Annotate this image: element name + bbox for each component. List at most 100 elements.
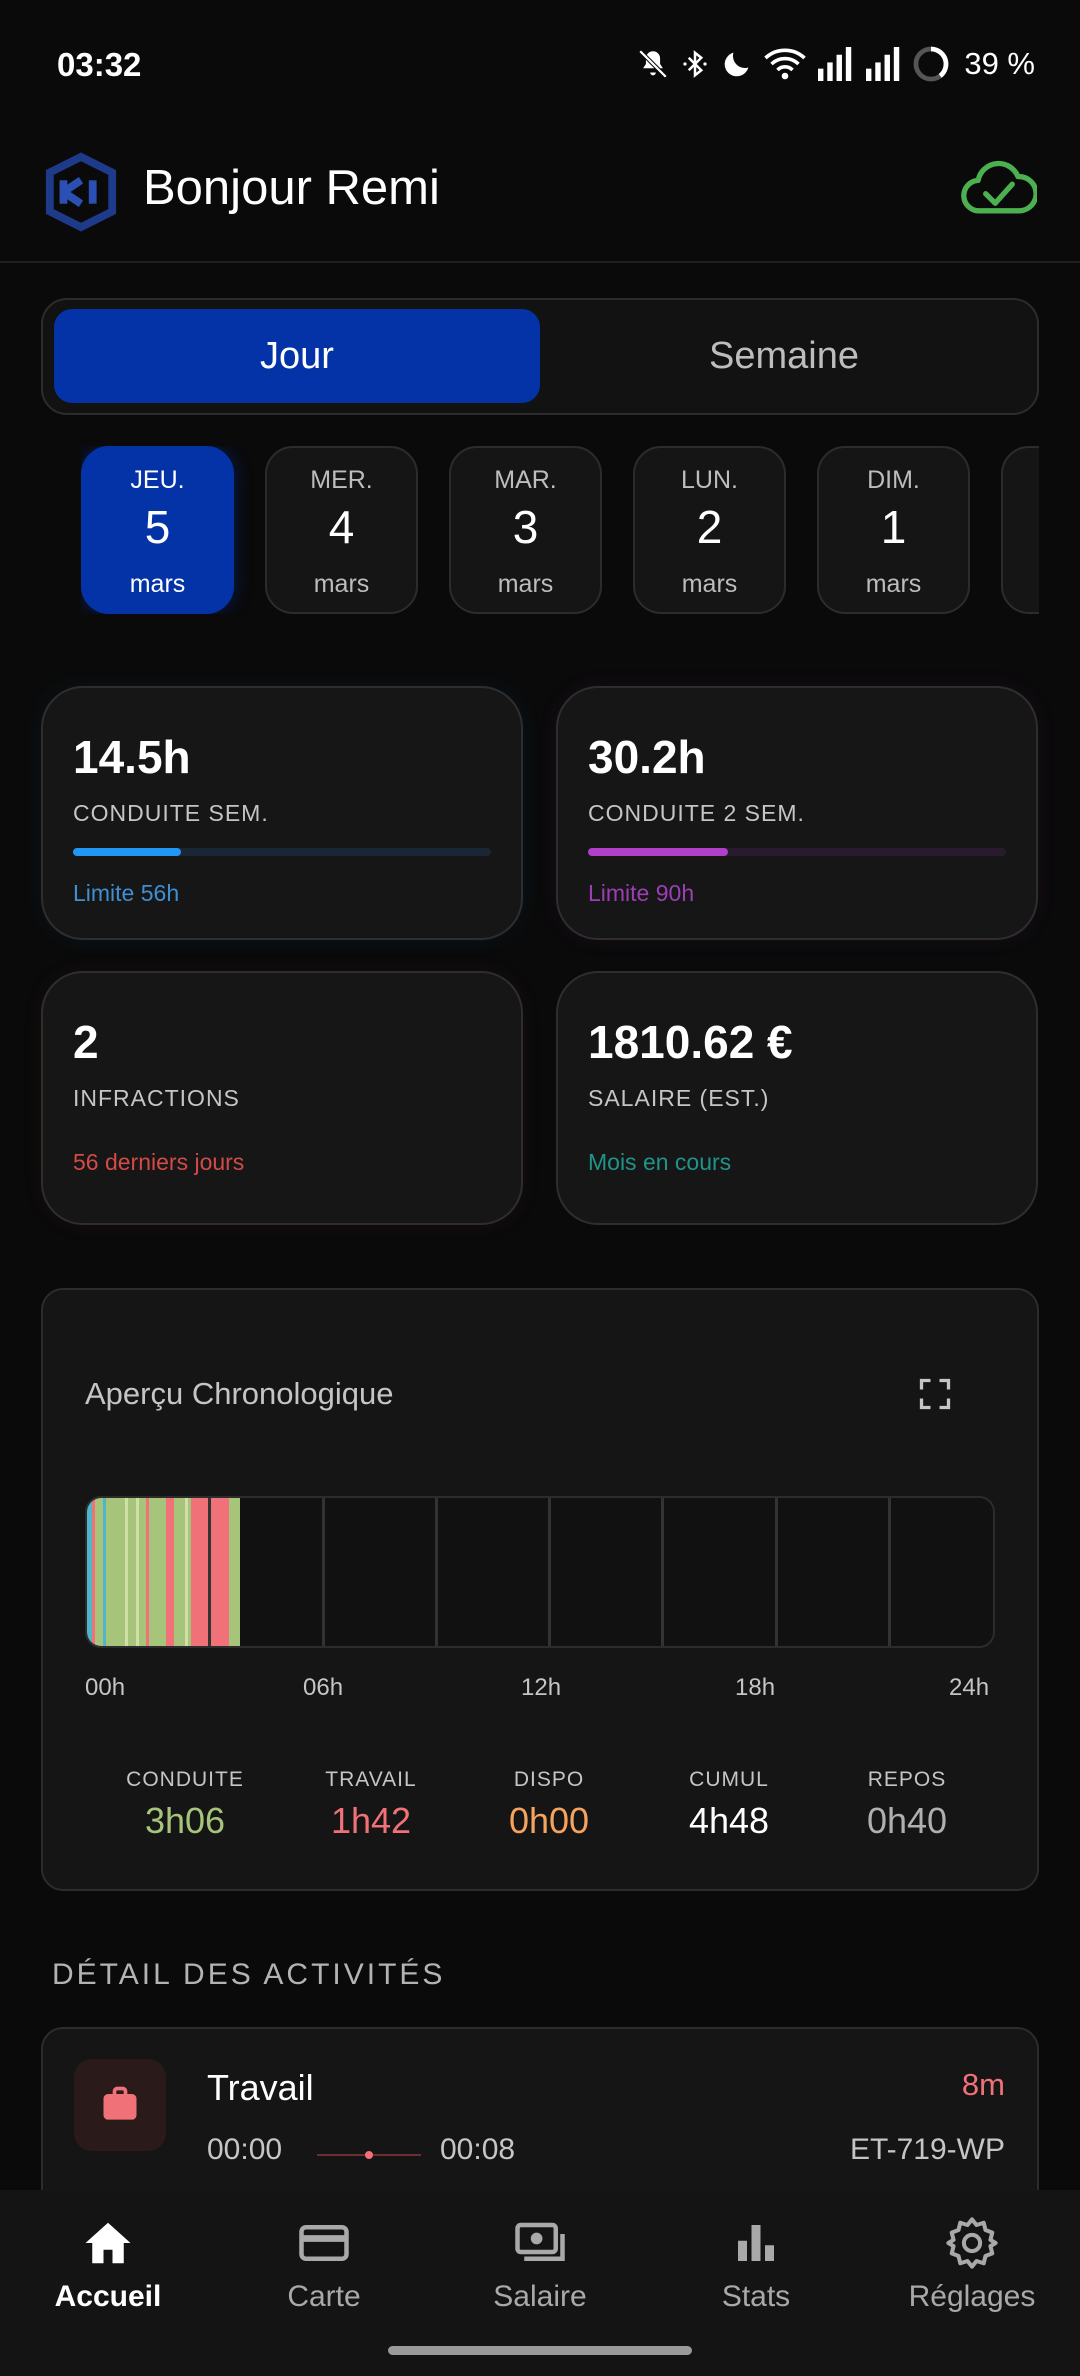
date-chip-day: 5 [144,501,171,553]
chrono-overview: Aperçu Chronologique 00h 06h 12h 18h 24h… [41,1288,1039,1891]
timeline-divider [434,1498,438,1646]
card-icon [299,2225,349,2261]
tab-semaine[interactable]: Semaine [709,334,859,377]
infractions-label: INFRACTIONS [73,1085,240,1111]
salary-period: Mois en cours [588,1149,732,1175]
timeline-segment-stripe [136,1498,140,1646]
timeline-segment-travail [91,1498,96,1646]
timeline-divider [548,1498,551,1646]
total-cumul: CUMUL 4h48 [649,1768,809,1842]
card-weekly-driving[interactable]: 14.5h CONDUITE SEM. Limite 56h [41,686,523,940]
date-chip[interactable]: MER. 4 mars [265,446,418,614]
date-chip[interactable]: LUN. 2 mars [633,446,786,614]
silent-bell-icon [639,49,668,79]
hour-label: 24h [949,1674,990,1701]
total-value: 0h00 [508,1800,590,1841]
total-value: 4h48 [688,1800,770,1841]
tab-jour[interactable]: Jour [54,309,540,403]
date-chip-dow: DIM. [867,466,920,494]
chrono-totals: CONDUITE 3h06 TRAVAIL 1h42 DISPO 0h00 CU… [85,1768,995,1858]
total-value: 0h40 [866,1800,948,1841]
timeline-segment-repos [87,1498,92,1646]
activity-duration: 8m [961,2067,1005,2102]
nav-accueil[interactable]: Accueil [0,2216,216,2314]
infractions-value: 2 [73,1016,99,1068]
date-chip-day: 3 [512,501,539,553]
date-chip-month: mars [313,570,370,598]
total-label: REPOS [867,1768,947,1791]
view-toggle: Jour Semaine [41,298,1039,415]
date-chip[interactable]: JEU. 5 mars [81,446,234,614]
timeline-segment-conduite [173,1498,191,1646]
nav-label: Carte [287,2280,361,2313]
briefcase-icon [103,2086,137,2120]
total-value: 1h42 [330,1800,412,1841]
activity-end: 00:08 [440,2133,516,2166]
biweekly-driving-value: 30.2h [588,731,706,783]
app-header: Bonjour Remi [0,130,1080,263]
money-icon [515,2222,565,2261]
timeline-divider [321,1498,325,1646]
total-value: 3h06 [144,1800,226,1841]
date-chip-day: 4 [328,501,355,553]
biweekly-driving-progress-fill [588,848,729,856]
bar-chart-icon [738,2225,774,2261]
nav-reglages[interactable]: Réglages [864,2216,1080,2314]
timeline-divider [661,1498,665,1646]
hour-label: 18h [735,1674,776,1701]
date-chip-month: mars [681,570,738,598]
card-salary[interactable]: 1810.62 € SALAIRE (EST.) Mois en cours [556,971,1038,1225]
activities-section-title: DÉTAIL DES ACTIVITÉS [52,1958,446,1991]
cloud-check-icon[interactable] [961,160,1037,216]
date-chip[interactable]: MAR. 3 mars [449,446,602,614]
date-chip-month: mars [497,570,554,598]
nav-salaire[interactable]: Salaire [432,2216,648,2314]
date-chip-month: mars [129,570,186,598]
timeline-segment-stripe [185,1498,189,1646]
card-infractions[interactable]: 2 INFRACTIONS 56 derniers jours [41,971,523,1225]
nav-label: Accueil [54,2280,162,2313]
moon-icon [725,52,749,77]
nav-carte[interactable]: Carte [216,2216,432,2314]
timeline-segment-conduite [160,1498,167,1646]
status-icons: 39 % [636,42,1035,86]
day-timeline[interactable] [85,1496,995,1648]
total-label: CONDUITE [126,1768,244,1791]
date-chip-dow: LUN. [681,466,738,494]
signal-icon [866,47,900,81]
date-chip-day: 2 [696,501,723,553]
date-chip-dow: JEU. [130,466,185,494]
date-chip-partial[interactable] [1001,446,1039,614]
weekly-driving-label: CONDUITE SEM. [73,800,269,826]
timeline-divider [208,1498,212,1646]
card-biweekly-driving[interactable]: 30.2h CONDUITE 2 SEM. Limite 90h [556,686,1038,940]
nav-stats[interactable]: Stats [648,2216,864,2314]
total-travail: TRAVAIL 1h42 [291,1768,451,1842]
status-time: 03:32 [57,46,142,83]
total-dispo: DISPO 0h00 [469,1768,629,1842]
timeline-divider [887,1498,891,1646]
date-chip-day: 1 [880,501,907,553]
bottom-navigation: Accueil Carte Salaire Stats Réglages [0,2190,1080,2376]
date-chip-dow: MAR. [494,466,557,494]
chrono-title: Aperçu Chronologique [85,1376,394,1411]
timeline-segment-conduite [228,1498,240,1646]
greeting-title: Bonjour Remi [143,161,440,215]
timeline-segment-travail [166,1498,174,1646]
app-logo [45,152,117,232]
date-selector: JEU. 5 mars MER. 4 mars MAR. 3 mars LUN.… [81,446,1039,614]
total-repos: REPOS 0h40 [827,1768,987,1842]
date-chip[interactable]: DIM. 1 mars [817,446,970,614]
home-indicator[interactable] [388,2346,692,2355]
wifi-icon [764,48,807,80]
nav-label: Stats [721,2280,791,2313]
gear-icon [946,2217,998,2269]
date-chip-month: mars [865,570,922,598]
status-bar: 03:32 39 % [0,0,1080,130]
expand-icon[interactable] [917,1376,953,1412]
signal-icon [818,47,852,81]
timeline-segment-travail [145,1498,150,1646]
biweekly-driving-limit: Limite 90h [588,880,695,906]
timeline-segment-repos [102,1498,106,1646]
infractions-period: 56 derniers jours [73,1149,245,1175]
